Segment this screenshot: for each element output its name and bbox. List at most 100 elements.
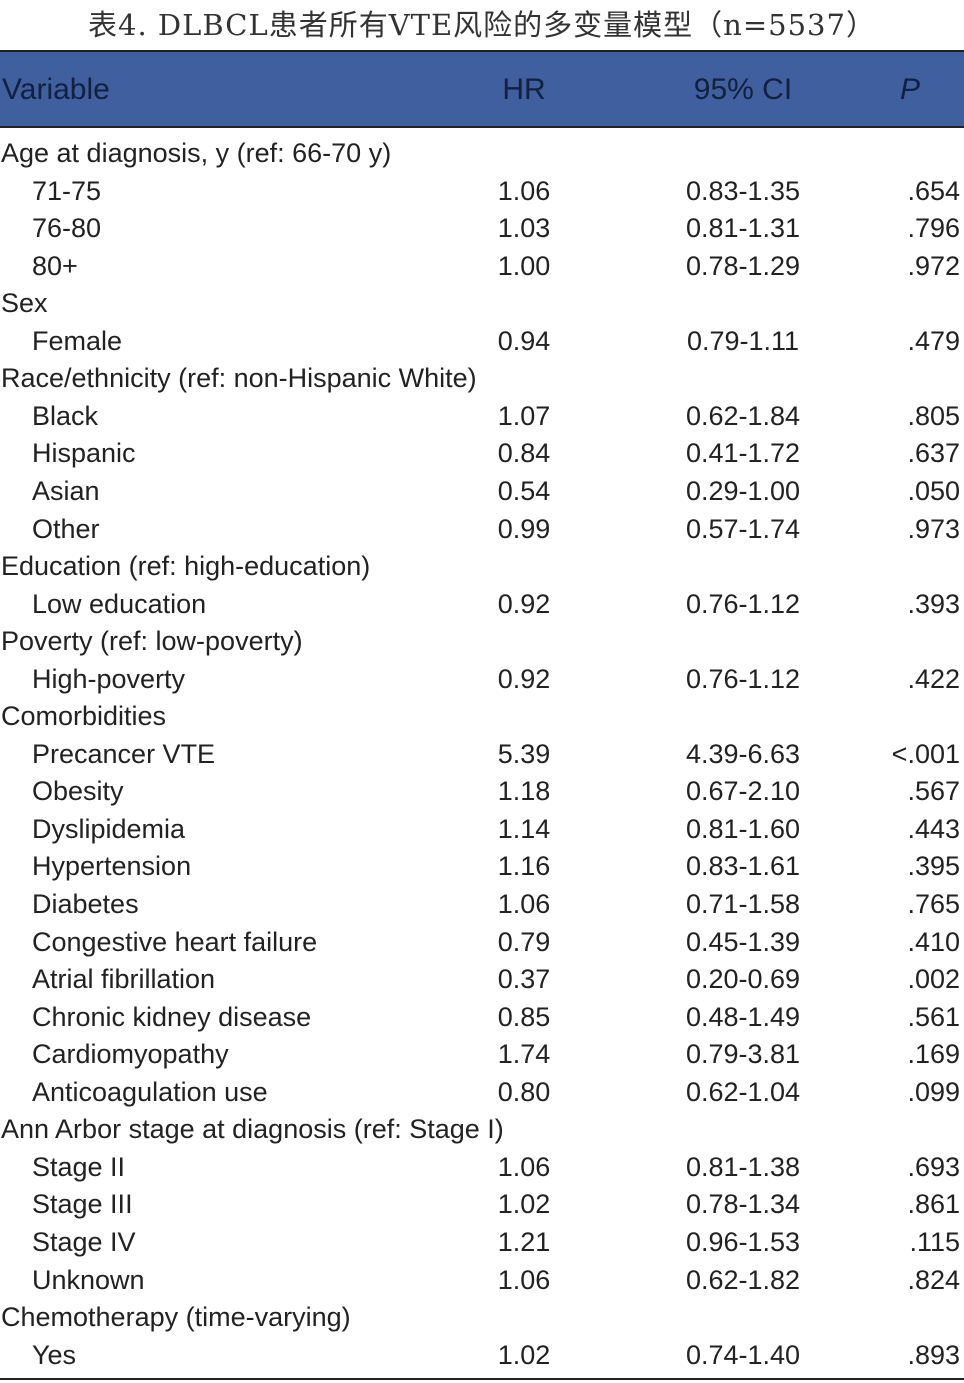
row-label: 71-75	[32, 175, 102, 206]
row-label: Diabetes	[32, 889, 139, 919]
ci-value: 0.96-1.53	[685, 1226, 801, 1257]
hr-value: 0.92	[497, 588, 551, 619]
ci-value: 0.62-1.84	[685, 400, 801, 431]
group-label: Chemotherapy (time-varying)	[1, 1302, 351, 1333]
table-header: Variable HR 95% CI P	[0, 50, 964, 128]
ci-value: 0.71-1.58	[685, 889, 801, 919]
ci-value: 0.81-1.38	[685, 1151, 801, 1182]
ci-value: 0.20-0.69	[685, 964, 801, 995]
p-value: .693	[907, 1151, 960, 1182]
p-value: .050	[907, 475, 960, 506]
header-variable: Variable	[2, 73, 110, 106]
row-label: Asian	[32, 475, 100, 506]
ci-value: 0.76-1.12	[685, 663, 801, 694]
p-value: .422	[907, 663, 960, 694]
ci-value: 0.83-1.35	[685, 175, 801, 206]
hr-value: 0.37	[497, 964, 551, 995]
ci-value: 0.83-1.61	[685, 851, 801, 882]
ci-value: 0.45-1.39	[685, 926, 801, 957]
hr-value: 1.06	[497, 175, 551, 206]
hr-value: 1.07	[497, 400, 551, 431]
group-label: Race/ethnicity (ref: non-Hispanic White)	[1, 363, 477, 394]
ci-value: 0.67-2.10	[685, 776, 801, 807]
hr-value: 1.00	[497, 250, 551, 281]
ci-value: 4.39-6.63	[685, 738, 801, 769]
hr-value: 1.16	[497, 851, 551, 882]
header-p: P	[899, 73, 920, 106]
hr-value: 1.74	[497, 1039, 551, 1070]
hr-value: 0.94	[497, 325, 551, 356]
hr-value: 1.02	[497, 1189, 551, 1220]
header-ci: 95% CI	[693, 73, 793, 106]
hr-value: 0.84	[497, 438, 551, 469]
row-label: Low education	[32, 588, 207, 619]
p-value: .443	[907, 813, 960, 844]
row-label: Unknown	[32, 1264, 145, 1295]
row-label: Congestive heart failure	[32, 926, 318, 957]
p-value: .824	[907, 1264, 960, 1295]
row-label: Cardiomyopathy	[32, 1039, 229, 1070]
header-hr: HR	[502, 73, 546, 106]
hr-value: 1.18	[497, 776, 551, 807]
ci-value: 0.48-1.49	[685, 1001, 801, 1032]
row-label: Obesity	[32, 776, 124, 807]
ci-value: 0.81-1.60	[685, 813, 801, 844]
p-value: .002	[907, 964, 960, 995]
group-label: Sex	[1, 288, 48, 319]
row-label: Yes	[32, 1339, 77, 1370]
ci-value: 0.76-1.12	[685, 588, 801, 619]
hr-value: 1.02	[497, 1339, 551, 1370]
p-value: .115	[909, 1226, 960, 1257]
hr-value: 0.85	[497, 1001, 551, 1032]
p-value: .765	[907, 889, 960, 919]
group-label: Education (ref: high-education)	[1, 551, 371, 582]
row-label: Other	[32, 513, 100, 544]
hr-value: 1.06	[497, 889, 551, 919]
p-value: .169	[907, 1039, 960, 1070]
row-label: Hispanic	[32, 438, 136, 469]
hr-value: 5.39	[497, 738, 551, 769]
row-label: Stage II	[32, 1151, 126, 1182]
p-value: .479	[907, 325, 960, 356]
group-label: Ann Arbor stage at diagnosis (ref: Stage…	[1, 1114, 504, 1145]
row-label: 80+	[32, 250, 78, 281]
hr-value: 0.99	[497, 513, 551, 544]
p-value: .393	[907, 588, 960, 619]
p-value: .410	[907, 926, 960, 957]
p-value: .567	[907, 776, 960, 807]
p-value: .637	[907, 438, 960, 469]
row-label: Stage IV	[32, 1226, 136, 1257]
row-label: Atrial fibrillation	[32, 964, 216, 995]
ci-value: 0.41-1.72	[685, 438, 801, 469]
ci-value: 0.78-1.29	[685, 250, 801, 281]
p-value: .861	[907, 1189, 960, 1220]
ci-value: 0.79-1.11	[686, 325, 800, 356]
ci-value: 0.29-1.00	[685, 475, 801, 506]
p-value: .395	[907, 851, 960, 882]
p-value: <.001	[891, 738, 960, 769]
ci-value: 0.81-1.31	[685, 213, 801, 244]
row-label: Hypertension	[32, 851, 192, 882]
row-label: Chronic kidney disease	[32, 1001, 312, 1032]
hr-value: 1.06	[497, 1264, 551, 1295]
p-value: .099	[907, 1076, 960, 1107]
row-label: Precancer VTE	[32, 738, 216, 769]
hr-value: 0.80	[497, 1076, 551, 1107]
row-label: High-poverty	[32, 663, 186, 694]
hr-value: 1.21	[497, 1226, 551, 1257]
hr-value: 0.54	[497, 475, 551, 506]
row-label: 76-80	[32, 213, 102, 244]
p-value: .796	[907, 213, 960, 244]
hr-value: 1.06	[497, 1151, 551, 1182]
hr-value: 1.14	[497, 813, 551, 844]
row-label: Female	[32, 325, 123, 356]
bottom-rule	[0, 1378, 964, 1380]
row-label: Dyslipidemia	[32, 813, 186, 844]
row-label: Stage III	[32, 1189, 133, 1220]
hr-value: 1.03	[497, 213, 551, 244]
p-value: .893	[907, 1339, 960, 1370]
hr-value: 0.79	[497, 926, 551, 957]
group-label: Poverty (ref: low-poverty)	[1, 626, 303, 657]
ci-value: 0.74-1.40	[685, 1339, 801, 1370]
